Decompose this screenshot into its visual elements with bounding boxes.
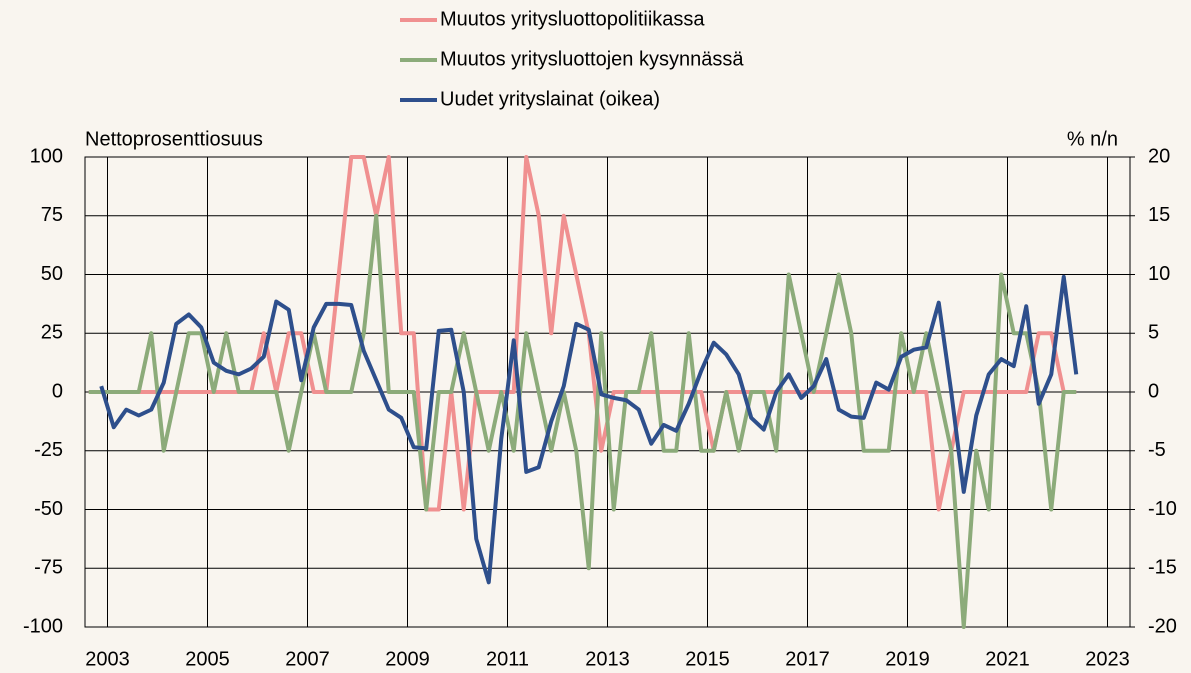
y-tick-label: 0 bbox=[52, 380, 63, 402]
y2-tick-label: 15 bbox=[1148, 204, 1170, 226]
y-tick-label: 100 bbox=[30, 145, 63, 167]
legend-label: Muutos yritysluottojen kysynnässä bbox=[440, 48, 744, 70]
legend-label: Uudet yrityslainat (oikea) bbox=[440, 88, 660, 110]
y2-tick-label: -20 bbox=[1148, 615, 1177, 637]
y-tick-label: -25 bbox=[34, 439, 63, 461]
x-tick-label: 2007 bbox=[285, 648, 330, 670]
series-line bbox=[99, 274, 1079, 585]
x-tick-label: 2017 bbox=[785, 648, 830, 670]
y2-tick-label: -15 bbox=[1148, 557, 1177, 579]
plot-frame bbox=[84, 156, 1131, 628]
y2-tick-label: 5 bbox=[1148, 322, 1159, 344]
x-tick-label: 2013 bbox=[585, 648, 630, 670]
y-tick-label: 75 bbox=[41, 204, 63, 226]
x-tick-label: 2011 bbox=[486, 648, 529, 670]
series-line bbox=[88, 155, 1077, 512]
x-tick-label: 2005 bbox=[185, 648, 230, 670]
y-tick-label: 25 bbox=[41, 322, 63, 344]
series-line bbox=[88, 213, 1077, 629]
y-tick-label: 50 bbox=[41, 263, 63, 285]
x-tick-label: 2021 bbox=[985, 648, 1030, 670]
y2-tick-label: -10 bbox=[1148, 498, 1177, 520]
y-tick-label: -100 bbox=[23, 615, 63, 637]
y2-tick-label: -5 bbox=[1148, 439, 1166, 461]
y2-axis-title: % n/n bbox=[1067, 128, 1118, 150]
x-tick-label: 2003 bbox=[85, 648, 130, 670]
x-tick-label: 2023 bbox=[1085, 648, 1130, 670]
y-axis-title: Nettoprosenttiosuus bbox=[85, 128, 263, 150]
y-tick-label: -75 bbox=[34, 557, 63, 579]
y-tick-label: -50 bbox=[34, 498, 63, 520]
x-tick-label: 2015 bbox=[685, 648, 730, 670]
legend-label: Muutos yritysluottopolitiikassa bbox=[440, 8, 705, 30]
y2-tick-label: 20 bbox=[1148, 145, 1170, 167]
y2-tick-label: 10 bbox=[1148, 263, 1170, 285]
x-tick-label: 2019 bbox=[885, 648, 930, 670]
x-tick-label: 2009 bbox=[385, 648, 430, 670]
y2-tick-label: 0 bbox=[1148, 380, 1159, 402]
